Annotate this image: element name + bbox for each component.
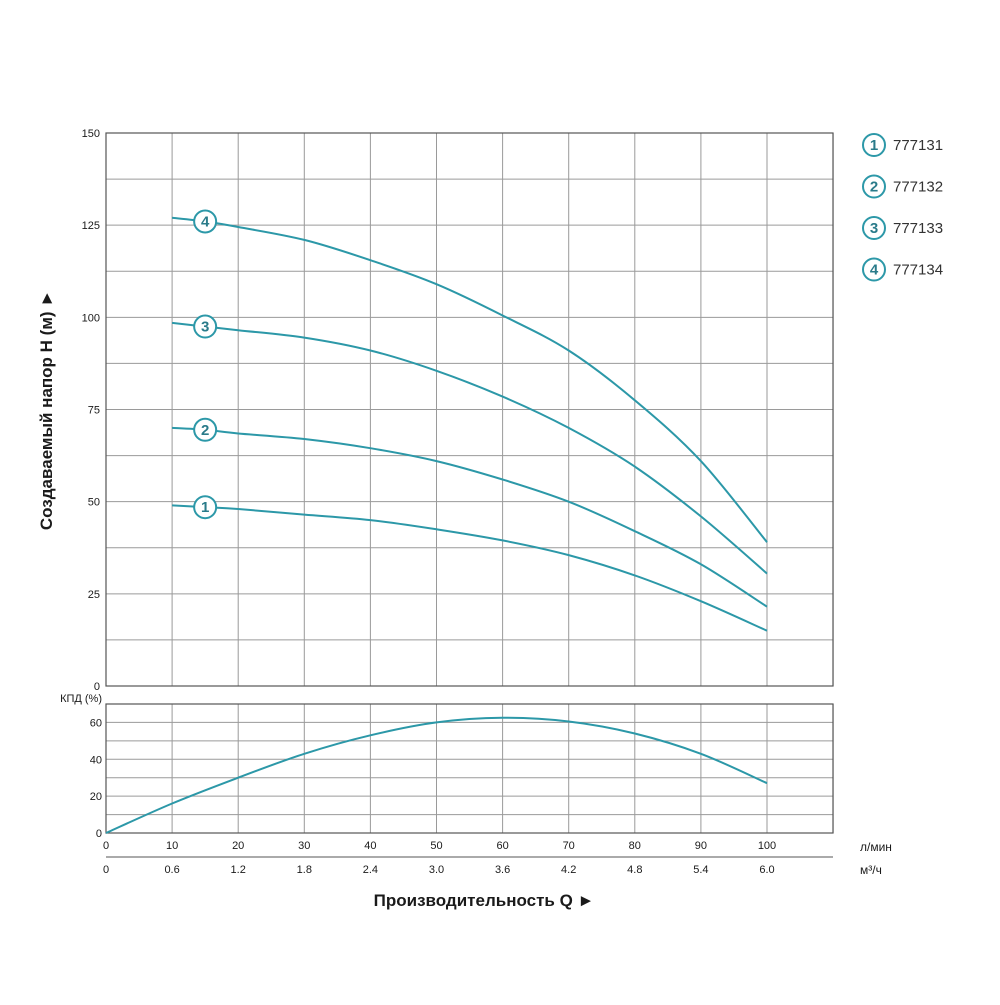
head-y-tick-label: 125 — [82, 220, 100, 232]
x-tick-label-lmin: 100 — [758, 840, 776, 852]
x-unit-lmin: л/мин — [860, 840, 892, 854]
x-tick-label-lmin: 50 — [430, 840, 442, 852]
eff-y-tick-label: 60 — [90, 717, 102, 729]
curve-marker-label: 3 — [201, 319, 209, 336]
legend-marker-label: 2 — [870, 179, 878, 196]
eff-y-tick-label: 0 — [96, 828, 102, 840]
x-tick-label-lmin: 70 — [563, 840, 575, 852]
eff-y-axis-title: КПД (%) — [60, 693, 102, 705]
legend-marker — [862, 257, 886, 282]
head-y-axis-title: Создаваемый напор Н (м) ► — [37, 290, 56, 530]
x-tick-label-lmin: 0 — [103, 840, 109, 852]
legend-marker — [862, 216, 886, 240]
x-tick-label-lmin: 90 — [695, 840, 707, 852]
x-tick-label-lmin: 40 — [364, 840, 376, 852]
legend-marker — [862, 174, 886, 199]
x-unit-m3h: м³/ч — [860, 863, 882, 877]
head-y-tick-label: 25 — [88, 589, 100, 601]
x-tick-label-m3h: 1.8 — [297, 864, 312, 876]
legend-entry-label: 777132 — [893, 179, 943, 196]
x-tick-label-lmin: 30 — [298, 840, 310, 852]
legend-marker-label: 3 — [870, 220, 878, 237]
head-curve-777134 — [171, 216, 768, 543]
legend-entry-label: 777133 — [893, 220, 943, 237]
x-tick-label-lmin: 80 — [629, 840, 641, 852]
curve-marker-label: 2 — [201, 422, 209, 439]
head-curve-777131 — [172, 504, 768, 632]
x-tick-label-m3h: 5.4 — [693, 864, 708, 876]
curve-marker-1 — [193, 495, 218, 520]
eff-plot-frame — [105, 703, 834, 834]
x-tick-label-m3h: 4.2 — [561, 864, 576, 876]
legend-marker-label: 1 — [870, 137, 878, 154]
head-curve-777132 — [172, 426, 768, 608]
head-curve-777133 — [171, 321, 768, 575]
curve-marker-label: 1 — [201, 499, 209, 516]
curve-marker-3 — [193, 314, 218, 339]
x-tick-label-m3h: 1.2 — [231, 864, 246, 876]
x-tick-label-m3h: 3.6 — [495, 864, 510, 876]
efficiency-curve — [105, 716, 768, 834]
x-tick-label-m3h: 6.0 — [759, 864, 774, 876]
eff-y-tick-label: 20 — [90, 791, 102, 803]
curve-marker-4 — [193, 209, 218, 234]
legend-entry-label: 777131 — [893, 137, 943, 154]
x-tick-label-lmin: 10 — [166, 840, 178, 852]
head-y-tick-label: 100 — [82, 312, 100, 324]
x-tick-label-m3h: 0 — [103, 864, 109, 876]
x-tick-label-m3h: 3.0 — [429, 864, 444, 876]
legend-marker — [862, 133, 886, 157]
x-tick-label-lmin: 60 — [496, 840, 508, 852]
curve-marker-label: 4 — [201, 213, 210, 230]
eff-y-tick-label: 40 — [90, 754, 102, 766]
x-tick-label-m3h: 2.4 — [363, 864, 378, 876]
x-tick-label-lmin: 20 — [232, 840, 244, 852]
head-y-tick-label: 50 — [88, 497, 100, 509]
head-plot-frame — [105, 132, 834, 687]
x-tick-label-m3h: 4.8 — [627, 864, 642, 876]
x-tick-label-m3h: 0.6 — [164, 864, 179, 876]
x-axis-title: Производительность Q ► — [374, 891, 595, 910]
legend-entry-label: 777134 — [893, 262, 943, 279]
head-y-tick-label: 75 — [88, 405, 100, 417]
head-y-tick-label: 0 — [94, 681, 100, 693]
curve-marker-2 — [193, 417, 218, 442]
head-y-tick-label: 150 — [82, 128, 100, 140]
legend-marker-label: 4 — [870, 262, 879, 279]
